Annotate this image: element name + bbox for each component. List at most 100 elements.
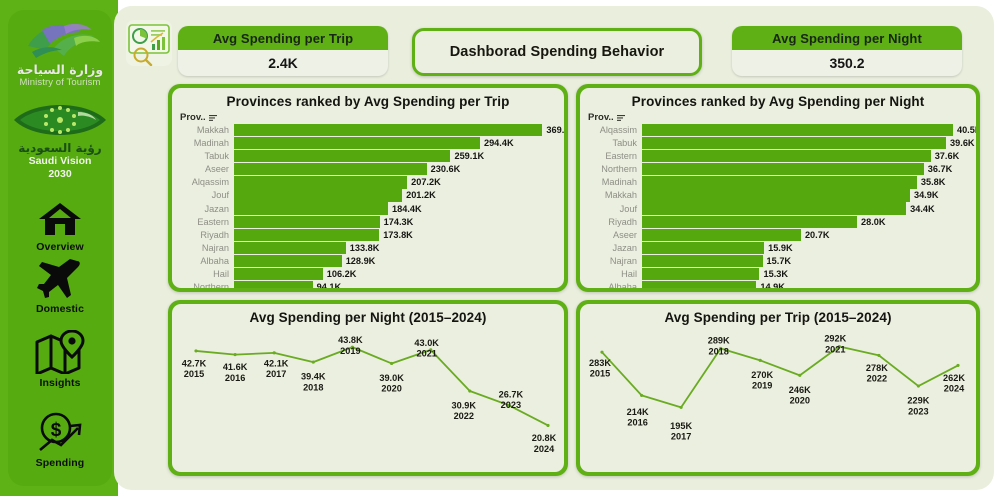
bar-row[interactable]: Hail 106.2K — [172, 267, 564, 281]
ministry-logo-arabic: وزارة السياحة — [16, 62, 104, 77]
sort-descending-icon[interactable] — [208, 114, 217, 122]
line-data-point[interactable] — [837, 344, 841, 349]
bar-fill[interactable] — [642, 189, 910, 202]
bar-row[interactable]: Tabuk 259.1K — [172, 150, 564, 163]
bar-fill[interactable] — [234, 124, 543, 137]
sidebar-item-overview-label: Overview — [36, 241, 84, 253]
sidebar-item-insights[interactable]: Insights — [8, 330, 112, 389]
line-data-point[interactable] — [311, 360, 315, 364]
bar-row[interactable]: Riyadh 173.8K — [172, 228, 564, 241]
bar-fill[interactable] — [234, 280, 313, 288]
bar-fill[interactable] — [642, 215, 857, 228]
bar-fill[interactable] — [642, 241, 765, 254]
line-data-point[interactable] — [916, 384, 920, 388]
bar-fill[interactable] — [234, 137, 480, 150]
bar-category-label: Jouf — [211, 190, 229, 201]
line-data-point[interactable] — [390, 361, 394, 366]
bar-fill[interactable] — [234, 241, 346, 254]
bar-chart-trip: Makkah369.1KMadinah294.4KTabuk259.1KAsee… — [172, 124, 564, 288]
line-data-point[interactable] — [194, 349, 198, 353]
bar-fill[interactable] — [234, 176, 408, 189]
bar-row[interactable]: Jazan 184.4K — [172, 202, 564, 215]
bar-row[interactable]: Najran 15.7K — [580, 254, 976, 267]
bar-night-axis-legend[interactable]: Prov.. — [588, 112, 625, 123]
bar-fill[interactable] — [234, 215, 380, 228]
line-data-point[interactable] — [640, 393, 644, 397]
bar-row[interactable]: Makkah 369.1K — [172, 124, 564, 137]
bar-fill[interactable] — [642, 150, 931, 163]
line-data-point[interactable] — [758, 358, 762, 362]
bar-row[interactable]: Albaha 14.9K — [580, 280, 976, 288]
sort-descending-icon[interactable] — [616, 114, 625, 122]
bar-row[interactable]: Alqassim 207.2K — [172, 176, 564, 189]
bar-category-label: Jazan — [204, 203, 229, 214]
line-data-point[interactable] — [719, 346, 723, 351]
line-data-point[interactable] — [507, 403, 511, 407]
sidebar-item-overview[interactable]: Overview — [8, 200, 112, 253]
bar-row[interactable]: Jouf 201.2K — [172, 189, 564, 202]
line-data-point[interactable] — [468, 389, 472, 393]
svg-text:$: $ — [51, 420, 62, 441]
bar-fill[interactable] — [642, 176, 917, 189]
line-data-point[interactable] — [429, 348, 433, 352]
bar-row[interactable]: Northern 36.7K — [580, 163, 976, 176]
bar-row[interactable]: Aseer 20.7K — [580, 228, 976, 241]
bar-track: 294.4K — [234, 137, 564, 150]
line-x-label: 2022 — [867, 374, 887, 384]
line-data-point[interactable] — [956, 363, 960, 367]
bar-row[interactable]: Madinah 35.8K — [580, 176, 976, 189]
sidebar-item-domestic[interactable]: Domestic — [8, 258, 112, 315]
bar-row[interactable]: Jazan 15.9K — [580, 241, 976, 254]
bar-row[interactable]: Alqassim 40.5K — [580, 124, 976, 137]
bar-fill[interactable] — [642, 267, 760, 281]
bar-row[interactable]: Eastern 174.3K — [172, 215, 564, 228]
bar-fill[interactable] — [234, 202, 389, 215]
line-data-point[interactable] — [546, 423, 550, 428]
line-data-point[interactable] — [350, 345, 354, 349]
bar-row[interactable]: Najran 133.8K — [172, 241, 564, 254]
line-data-point[interactable] — [233, 353, 237, 357]
bar-fill[interactable] — [642, 202, 907, 215]
line-data-point[interactable] — [877, 353, 881, 357]
bar-row[interactable]: Jouf 34.4K — [580, 202, 976, 215]
bar-fill[interactable] — [642, 137, 947, 150]
line-value-label: 278K — [866, 363, 888, 373]
bar-fill[interactable] — [234, 150, 451, 163]
line-data-point[interactable] — [600, 350, 604, 354]
bar-trip-axis-legend[interactable]: Prov.. — [180, 112, 217, 123]
line-value-label: 292K — [824, 334, 846, 344]
bar-row[interactable]: Northern 94.1K — [172, 280, 564, 288]
bar-row[interactable]: Eastern 37.6K — [580, 150, 976, 163]
bar-row[interactable]: Hail 15.3K — [580, 267, 976, 281]
bar-fill[interactable] — [642, 254, 763, 267]
bar-row[interactable]: Riyadh 28.0K — [580, 215, 976, 228]
bar-fill[interactable] — [642, 228, 801, 241]
bar-fill[interactable] — [234, 267, 323, 281]
bar-track: 15.9K — [642, 241, 976, 254]
bar-fill[interactable] — [234, 254, 342, 267]
sidebar-item-spending[interactable]: $ Spending — [8, 410, 112, 469]
bar-fill[interactable] — [642, 163, 924, 176]
bar-fill[interactable] — [642, 124, 953, 137]
panel-provinces-by-trip-title: Provinces ranked by Avg Spending per Tri… — [226, 94, 510, 109]
bar-row[interactable]: Aseer 230.6K — [172, 163, 564, 176]
bar-fill[interactable] — [234, 189, 403, 202]
bar-row[interactable]: Albaha 128.9K — [172, 254, 564, 267]
bar-row[interactable]: Madinah 294.4K — [172, 137, 564, 150]
kpi-avg-spending-per-night[interactable]: Avg Spending per Night 350.2 — [732, 26, 962, 76]
bar-fill[interactable] — [234, 163, 427, 176]
panel-trend-night: Avg Spending per Night (2015–2024) 42.7K… — [168, 300, 568, 476]
bar-row[interactable]: Tabuk 39.6K — [580, 137, 976, 150]
bar-track: 28.0K — [642, 215, 976, 228]
bar-row[interactable]: Makkah 34.9K — [580, 189, 976, 202]
line-x-label: 2024 — [534, 444, 554, 454]
kpi-avg-spending-per-trip[interactable]: Avg Spending per Trip 2.4K — [178, 26, 388, 76]
bar-fill[interactable] — [234, 228, 380, 241]
line-data-point[interactable] — [798, 373, 802, 377]
dashboard-analytics-icon — [126, 20, 172, 67]
line-data-point[interactable] — [679, 405, 683, 409]
bar-fill[interactable] — [642, 280, 757, 288]
line-data-point[interactable] — [272, 351, 276, 355]
bar-value-label: 20.7K — [804, 229, 830, 240]
